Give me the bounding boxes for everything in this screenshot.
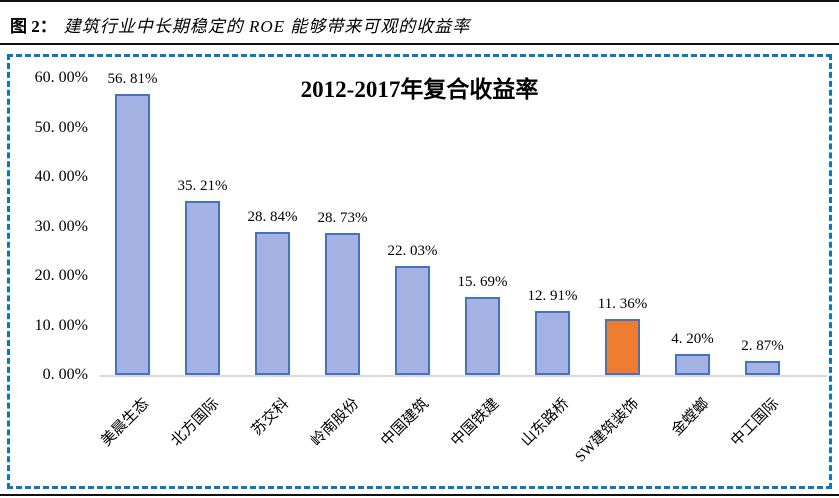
caption-rule xyxy=(0,43,839,45)
y-tick-label: 10. 00% xyxy=(34,316,88,334)
figure-label: 图 2： xyxy=(10,17,57,36)
chart-title: 2012-2017年复合收益率 xyxy=(300,77,539,102)
value-label: 56. 81% xyxy=(107,70,158,87)
x-tick-label: 中国建筑 xyxy=(377,395,432,450)
value-label: 22. 03% xyxy=(387,242,438,259)
x-axis-line xyxy=(100,375,827,377)
bar xyxy=(745,360,780,375)
x-tick-label: 美晨生态 xyxy=(97,395,152,450)
x-tick-label: 金螳螂 xyxy=(668,395,712,439)
y-tick-label: 20. 00% xyxy=(34,267,88,284)
bar xyxy=(115,93,150,375)
x-tick-label: 中国铁建 xyxy=(447,395,502,450)
x-tick-label: 岭南股份 xyxy=(307,395,362,450)
plot-area: 2012-2017年复合收益率 60. 00% 50. 00% 40. 00% 30.… xyxy=(10,57,829,486)
bar xyxy=(325,232,360,375)
top-rule xyxy=(0,0,839,2)
y-tick-label: 60. 00% xyxy=(34,69,88,86)
bar-highlighted xyxy=(605,318,640,375)
y-tick-label: 50. 00% xyxy=(34,118,88,136)
bottom-rule xyxy=(0,494,839,496)
value-label: 28. 84% xyxy=(247,209,298,226)
value-label: 12. 91% xyxy=(527,288,578,305)
figure-caption: 图 2： 建筑行业中长期稳定的 ROE 能够带来可观的收益率 xyxy=(10,12,470,37)
bar xyxy=(465,297,500,375)
x-tick-label: 山东路桥 xyxy=(517,395,572,450)
bar xyxy=(675,354,710,375)
bar xyxy=(255,232,290,375)
x-tick-label: 苏交科 xyxy=(248,395,292,439)
value-label: 11. 36% xyxy=(597,295,648,312)
bar xyxy=(535,311,570,375)
value-label: 35. 21% xyxy=(177,177,228,194)
y-tick-label: 0. 00% xyxy=(42,366,88,383)
chart-panel: 2012-2017年复合收益率 60. 00% 50. 00% 40. 00% 30.… xyxy=(7,54,832,489)
x-tick-label: 中工国际 xyxy=(727,395,782,450)
figure-title: 建筑行业中长期稳定的 ROE 能够带来可观的收益率 xyxy=(63,17,471,36)
bar xyxy=(395,265,430,375)
value-label: 2. 87% xyxy=(741,337,784,354)
value-label: 28. 73% xyxy=(317,209,368,226)
x-tick-label: 北方国际 xyxy=(167,395,222,450)
value-label: 4. 20% xyxy=(671,331,714,348)
value-label: 15. 69% xyxy=(457,274,508,291)
bar xyxy=(185,200,220,375)
y-tick-label: 30. 00% xyxy=(34,217,88,235)
y-tick-label: 40. 00% xyxy=(34,168,88,185)
x-tick-label: SW建筑装饰 xyxy=(571,395,642,466)
